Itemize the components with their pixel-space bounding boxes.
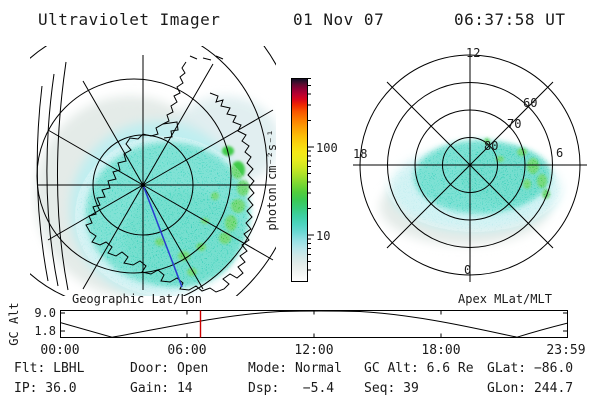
emission-blob-geographic bbox=[35, 96, 276, 296]
status-gc-alt: GC Alt: 6.6 Re bbox=[364, 361, 474, 376]
status-ip: IP: 36.0 bbox=[14, 381, 77, 396]
header-date: 01 Nov 07 bbox=[293, 10, 385, 29]
status-mode: Mode: Normal bbox=[248, 361, 342, 376]
emission-blob-apex bbox=[380, 132, 565, 245]
panel-ticks bbox=[61, 311, 567, 337]
status-glat: GLat: −86.0 bbox=[487, 361, 574, 376]
pole-dot bbox=[141, 183, 145, 187]
status-gain: Gain: 14 bbox=[130, 381, 193, 396]
xtick-1800: 18:00 bbox=[421, 343, 461, 358]
status-dsp: Dsp: −5.4 bbox=[248, 381, 335, 396]
apex-plot bbox=[353, 51, 587, 282]
status-seq: Seq: 39 bbox=[364, 381, 419, 396]
colorbar-units-label: photon cm⁻²s⁻¹ bbox=[265, 129, 279, 231]
alt-ylabel: GC Alt bbox=[7, 302, 21, 346]
header-title: Ultraviolet Imager bbox=[38, 10, 221, 29]
colorbar-tick-label-100: 100 bbox=[316, 141, 338, 155]
colorbar bbox=[291, 78, 308, 282]
status-door: Door: Open bbox=[130, 361, 209, 376]
antarctica-coastline bbox=[85, 55, 255, 293]
mlat-label-60: 60 bbox=[523, 96, 538, 110]
altitude-panel bbox=[60, 310, 568, 338]
orbit-altitude-curve bbox=[60, 310, 568, 338]
mlat-label-70: 70 bbox=[507, 117, 522, 131]
mlt-label-12: 12 bbox=[466, 46, 481, 60]
latlon-grid bbox=[30, 46, 276, 296]
spacecraft-track-line bbox=[142, 184, 183, 288]
xtick-0000: 00:00 bbox=[40, 343, 80, 358]
xtick-1200: 12:00 bbox=[294, 343, 334, 358]
mlt-label-0: 0 bbox=[464, 263, 472, 277]
mlat-mlt-grid bbox=[353, 51, 587, 282]
xtick-0600: 06:00 bbox=[167, 343, 207, 358]
xtick-2359: 23:59 bbox=[546, 343, 586, 358]
colorbar-ticks bbox=[307, 78, 314, 271]
mlat-label-80: 80 bbox=[484, 139, 499, 153]
header-time: 06:37:58 UT bbox=[454, 10, 566, 29]
caption-apex: Apex MLat/MLT bbox=[458, 292, 552, 306]
mlt-label-6: 6 bbox=[556, 146, 564, 160]
colorbar-tick-label-10: 10 bbox=[316, 229, 331, 243]
alt-ytick-18: 1.8 bbox=[34, 324, 56, 338]
caption-geographic: Geographic Lat/Lon bbox=[71, 292, 203, 306]
status-glon: GLon: 244.7 bbox=[487, 381, 574, 396]
mlt-label-18: 18 bbox=[353, 147, 368, 161]
alt-ytick-9: 9.0 bbox=[34, 306, 56, 320]
status-flt: Flt: LBHL bbox=[14, 361, 85, 376]
geographic-plot bbox=[30, 46, 276, 296]
